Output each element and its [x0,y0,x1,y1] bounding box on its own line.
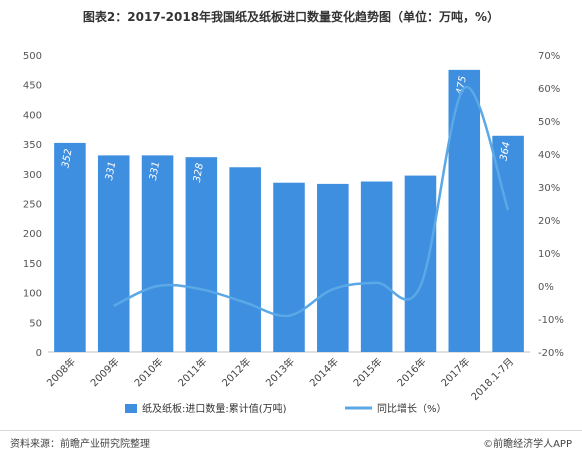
bar [360,181,393,352]
y-left-tick-label: 100 [23,289,42,300]
y-right-tick-label: 20% [538,216,560,227]
y-left-tick-label: 250 [23,200,42,211]
growth-line [113,85,510,318]
x-tick-label: 2010年 [131,355,165,389]
y-right-tick-label: -20% [538,348,564,359]
bar [141,155,174,352]
x-tick-label: 2017年 [438,355,472,389]
x-tick-label: 2013年 [263,355,297,389]
x-tick-label: 2012年 [219,355,253,389]
bar-data-label: 328 [192,162,206,183]
x-tick-label: 2011年 [175,355,209,389]
bar [185,157,218,352]
y-left-tick-label: 400 [23,110,42,121]
y-left-tick-label: 350 [23,140,42,151]
y-right-tick-label: 60% [538,84,560,95]
bar [54,142,86,352]
bar-data-label: 331 [104,161,118,182]
bar [273,182,305,352]
y-right-tick-label: -10% [538,315,564,326]
bar-data-label: 364 [499,141,513,162]
y-left-tick-label: 200 [23,229,42,240]
legend-label-line: 同比增长（%） [377,402,447,415]
x-tick-label: 2009年 [88,355,122,389]
y-right-tick-label: 50% [538,117,560,128]
bar-data-label: 331 [148,161,162,182]
x-tick-label: 2016年 [394,355,428,389]
source-note: 资料来源：前瞻产业研究院整理 [10,439,150,450]
y-left-tick-label: 150 [23,259,42,270]
bar [404,175,437,352]
x-tick-label: 2014年 [307,355,341,389]
y-left-tick-label: 300 [23,170,42,181]
legend-label-bar: 纸及纸板:进口数量:累计值(万吨) [142,402,287,415]
bar [448,69,481,352]
bar [97,155,130,352]
legend-swatch-bar [125,404,137,413]
x-tick-label: 2008年 [44,355,78,389]
bar [229,167,261,352]
y-left-tick-label: 500 [23,51,42,62]
brand-label: ©前瞻经济学人APP [483,435,572,450]
chart-title: 图表2：2017-2018年我国纸及纸板进口数量变化趋势图（单位：万吨，%） [82,10,500,24]
y-left-tick-label: 50 [29,318,42,329]
y-right-tick-label: 40% [538,150,560,161]
y-right-tick-label: 10% [538,249,560,260]
bar-data-label: 352 [60,148,74,169]
footer: 资料来源：前瞻产业研究院整理 ©前瞻经济学人APP [0,430,582,455]
y-left-tick-label: 0 [36,348,42,359]
bar [317,183,349,352]
y-right-tick-label: 0% [538,282,554,293]
x-tick-label: 2018.1-7月 [469,356,516,403]
chart: 0 50 100 150 200 250 300 350 400 450 500 -20% -10% 0%… [23,51,564,415]
copyright-icon: © [483,439,494,450]
y-right-tick-label: 30% [538,183,560,194]
y-right-tick-label: 70% [538,51,560,62]
x-tick-label: 2015年 [350,355,384,389]
y-left-tick-label: 450 [23,81,42,92]
bar-data-label: 475 [455,75,469,96]
brand-name: 前瞻经济学人APP [493,439,572,450]
